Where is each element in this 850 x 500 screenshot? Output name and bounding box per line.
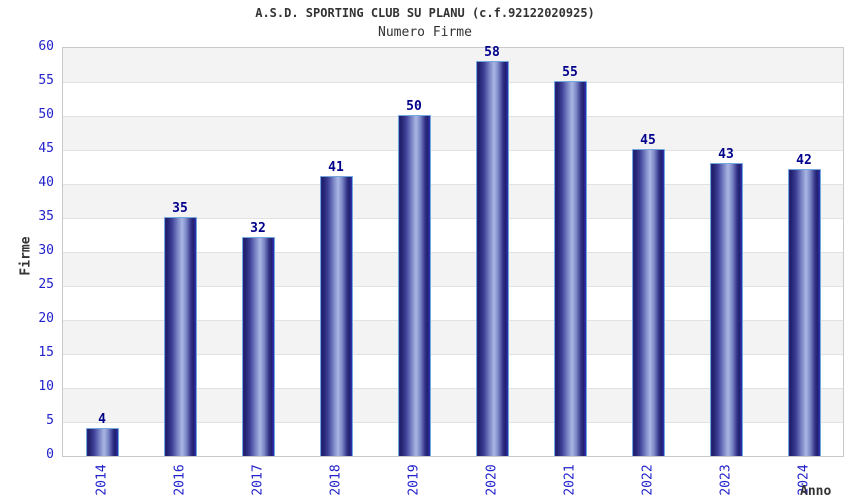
bar-2016 [163, 217, 197, 456]
gridline [63, 184, 843, 185]
x-tick-label-2014: 2014 [94, 464, 110, 496]
y-tick-label-50: 50 [38, 107, 54, 122]
bar-2014 [85, 427, 119, 456]
bar-2022 [631, 149, 665, 456]
x-tick-label-2021: 2021 [562, 464, 578, 496]
bar-value-label-2018: 41 [328, 160, 344, 176]
bar-value-label-2023: 43 [718, 146, 734, 162]
x-tick-label-2018: 2018 [328, 464, 344, 496]
y-tick-label-0: 0 [46, 447, 54, 462]
bar-2018 [319, 176, 353, 456]
y-tick-label-60: 60 [38, 39, 54, 54]
bar-2017 [241, 237, 275, 456]
bar-value-label-2016: 35 [172, 201, 188, 216]
bar-value-label-2020: 58 [484, 44, 500, 60]
plot-area: 4 35 32 41 50 58 55 45 43 42 [62, 44, 844, 457]
y-tick-label-5: 5 [46, 413, 54, 428]
x-tick-label-2020: 2020 [484, 464, 500, 496]
gridline [63, 388, 843, 389]
chart-subtitle: Numero Firme [378, 25, 472, 40]
x-tick-label-2023: 2023 [718, 464, 734, 496]
bar-2023 [709, 162, 743, 456]
y-tick-label-35: 35 [38, 209, 54, 224]
x-axis-title: Anno [800, 484, 832, 499]
y-tick-label-10: 10 [38, 379, 54, 394]
bar-value-label-2021: 55 [562, 65, 578, 80]
gridline [63, 218, 843, 219]
bar-value-label-2014: 4 [98, 411, 106, 427]
gridline [63, 82, 843, 83]
gridline [63, 150, 843, 151]
x-tick-label-2019: 2019 [406, 464, 422, 496]
plot-band [63, 48, 843, 82]
y-tick-label-25: 25 [38, 277, 54, 292]
y-tick-label-55: 55 [38, 73, 54, 88]
y-tick-label-40: 40 [38, 175, 54, 190]
y-tick-label-20: 20 [38, 311, 54, 326]
gridline [63, 116, 843, 117]
bar-value-label-2022: 45 [640, 133, 656, 148]
gridline [63, 422, 843, 423]
bar-2024 [787, 169, 821, 456]
bar-value-label-2017: 32 [250, 221, 266, 237]
x-tick-label-2022: 2022 [640, 464, 656, 496]
y-tick-label-45: 45 [38, 141, 54, 156]
y-tick-label-15: 15 [38, 345, 54, 360]
gridline [63, 320, 843, 321]
bar-2021 [553, 81, 587, 456]
chart-title: A.S.D. SPORTING CLUB SU PLANU (c.f.92122… [255, 6, 595, 20]
x-tick-label-2017: 2017 [250, 464, 266, 496]
bar-2020 [475, 60, 509, 456]
bar-value-label-2019: 50 [406, 99, 422, 114]
plot-band [63, 116, 843, 150]
bar-value-label-2024: 42 [796, 153, 812, 169]
gridline [63, 286, 843, 287]
gridline [63, 354, 843, 355]
gridline [63, 252, 843, 253]
bar-2019 [397, 115, 431, 456]
x-tick-label-2016: 2016 [172, 464, 188, 496]
y-tick-label-30: 30 [38, 243, 54, 258]
plot-band [63, 82, 843, 116]
